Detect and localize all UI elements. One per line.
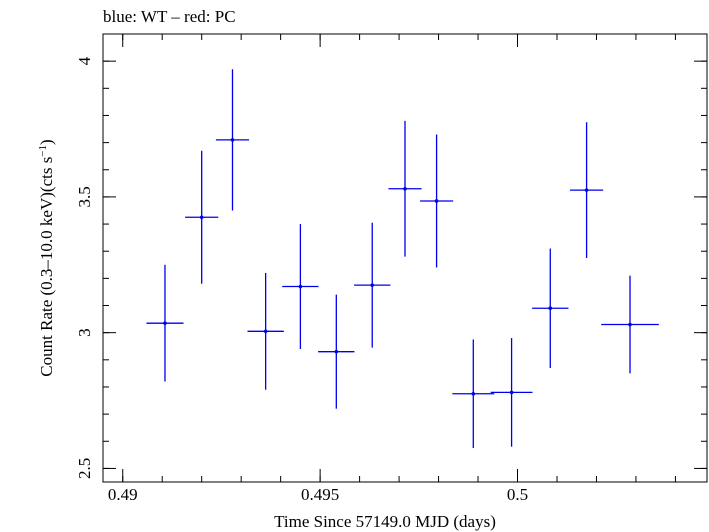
data-marker	[548, 306, 553, 311]
x-tick-label: 0.49	[108, 485, 138, 504]
data-marker	[334, 349, 339, 354]
data-point	[570, 122, 604, 258]
data-marker	[471, 391, 476, 396]
y-axis-ticks	[103, 33, 707, 469]
data-point	[452, 339, 495, 449]
data-marker	[403, 186, 407, 191]
y-axis-label-close: )	[37, 139, 56, 145]
data-point	[146, 264, 184, 382]
chart-title: blue: WT – red: PC	[103, 7, 236, 26]
data-point	[318, 294, 355, 409]
data-series	[146, 69, 659, 449]
y-tick-label: 3.5	[75, 186, 94, 207]
data-point	[601, 275, 659, 374]
data-marker	[298, 284, 303, 289]
data-point	[215, 69, 250, 211]
data-point	[282, 224, 319, 349]
data-marker	[509, 390, 514, 395]
data-point	[354, 222, 391, 348]
data-point	[532, 248, 569, 368]
y-tick-label: 4	[75, 56, 94, 65]
x-axis-ticks	[122, 34, 676, 482]
data-point	[247, 272, 284, 390]
x-axis-tick-labels: 0.49 0.495 0.5	[108, 485, 528, 504]
data-point	[420, 134, 454, 268]
y-axis-label-exponent: −1	[37, 145, 49, 157]
data-marker	[199, 215, 204, 220]
y-axis-label: Count Rate (0.3–10.0 keV)(cts s−1)	[37, 139, 56, 376]
y-tick-label: 2.5	[75, 458, 94, 479]
data-marker	[163, 321, 167, 325]
y-tick-label: 3	[75, 328, 94, 337]
data-marker	[370, 283, 375, 287]
data-point	[388, 120, 422, 257]
data-marker	[434, 199, 439, 203]
x-axis-label: Time Since 57149.0 MJD (days)	[274, 512, 496, 531]
data-marker	[230, 138, 235, 142]
x-tick-label: 0.5	[507, 485, 528, 504]
x-tick-label: 0.495	[301, 485, 339, 504]
data-point	[185, 150, 219, 284]
y-axis-label-main: Count Rate (0.3–10.0 keV)(cts s	[37, 157, 56, 377]
data-point	[490, 338, 533, 447]
data-marker	[628, 322, 632, 327]
data-marker	[584, 188, 589, 192]
y-axis-tick-labels: 2.5 3 3.5 4	[75, 56, 94, 479]
plot-frame	[102, 33, 708, 483]
data-marker	[263, 329, 268, 334]
